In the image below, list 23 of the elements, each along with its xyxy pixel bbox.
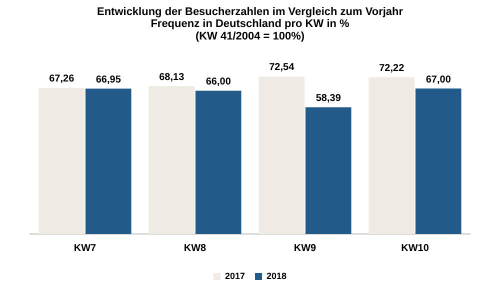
x-tick-label: KW10 [401,242,430,254]
legend-label: 2017 [224,270,246,281]
data-label: 72,22 [379,62,405,74]
bar [258,76,305,234]
data-label: 68,13 [159,72,185,83]
data-label: 66,00 [206,76,232,88]
data-label: 72,54 [269,62,295,74]
data-label: 67,26 [49,74,75,85]
bar [305,107,352,234]
data-label: 66,95 [96,74,122,86]
bar [85,88,132,234]
chart-title: Entwicklung der Besucherzahlen im Vergleich zum Vorjahr Frequenz in Deutschland pro KW in % (KW 41/2004 = 100%) [96,6,404,42]
data-label: 67,00 [426,74,452,86]
bar [38,88,85,234]
legend-label: 2018 [266,270,287,281]
bar [415,88,462,234]
bar [195,90,242,234]
data-label: 58,39 [316,92,342,104]
x-tick-label: KW8 [184,242,207,254]
bar [368,77,415,234]
bar [148,86,195,234]
x-tick-label: KW7 [74,242,97,254]
x-tick-label: KW9 [294,242,317,254]
